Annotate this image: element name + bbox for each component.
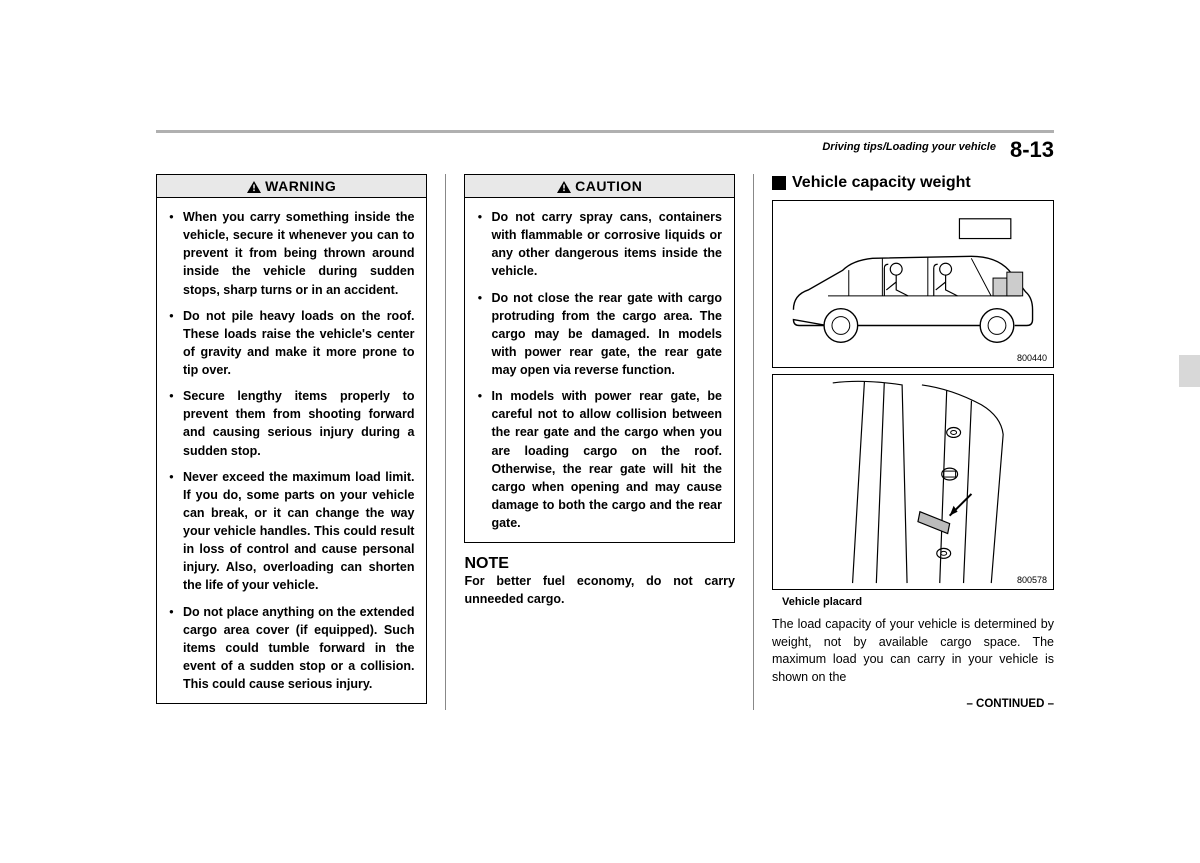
figure-number: 800578 <box>1017 575 1047 585</box>
column-layout: WARNING When you carry something inside … <box>156 174 1054 710</box>
vehicle-illustration <box>773 201 1053 367</box>
caution-item: Do not carry spray cans, containers with… <box>477 208 722 281</box>
warning-item: Do not pile heavy loads on the roof. The… <box>169 307 414 380</box>
warning-title: WARNING <box>265 178 336 194</box>
continued-marker: – CONTINUED – <box>772 698 1054 710</box>
caution-item: In models with power rear gate, be caref… <box>477 387 722 532</box>
caution-icon <box>557 181 571 193</box>
section-header: Vehicle capacity weight <box>772 174 1054 192</box>
caution-body: Do not carry spray cans, containers with… <box>465 198 734 542</box>
warning-box: WARNING When you carry something inside … <box>156 174 427 704</box>
page-number: 8-13 <box>1010 137 1054 163</box>
figure-number: 800440 <box>1017 353 1047 363</box>
warning-item: Do not place anything on the extended ca… <box>169 603 414 694</box>
caution-title: CAUTION <box>575 178 642 194</box>
caution-item: Do not close the rear gate with cargo pr… <box>477 289 722 380</box>
warning-item: Secure lengthy items properly to prevent… <box>169 387 414 460</box>
note-text: For better fuel economy, do not carry un… <box>464 573 735 608</box>
warning-body: When you carry something inside the vehi… <box>157 198 426 703</box>
placard-illustration <box>773 375 1053 589</box>
breadcrumb: Driving tips/Loading your vehicle <box>822 141 996 153</box>
note-title: NOTE <box>464 555 735 573</box>
figure-caption: Vehicle placard <box>782 596 1054 608</box>
section-body-text: The load capacity of your vehicle is det… <box>772 616 1054 686</box>
figure-vehicle-capacity: 800440 <box>772 200 1054 368</box>
section-bullet-icon <box>772 176 786 190</box>
side-tab <box>1179 355 1200 387</box>
caution-box: CAUTION Do not carry spray cans, contain… <box>464 174 735 543</box>
page-content: Driving tips/Loading your vehicle 8-13 W… <box>156 130 1054 810</box>
warning-icon <box>247 181 261 193</box>
section-title: Vehicle capacity weight <box>792 174 971 192</box>
page-header: Driving tips/Loading your vehicle 8-13 <box>156 130 1054 156</box>
caution-header: CAUTION <box>465 175 734 198</box>
figure-placard: 800578 <box>772 374 1054 590</box>
column-1: WARNING When you carry something inside … <box>156 174 427 710</box>
warning-header: WARNING <box>157 175 426 198</box>
column-2: CAUTION Do not carry spray cans, contain… <box>445 174 735 710</box>
warning-item: When you carry something inside the vehi… <box>169 208 414 299</box>
warning-item: Never exceed the maximum load limit. If … <box>169 468 414 595</box>
column-3: Vehicle capacity weight <box>753 174 1054 710</box>
